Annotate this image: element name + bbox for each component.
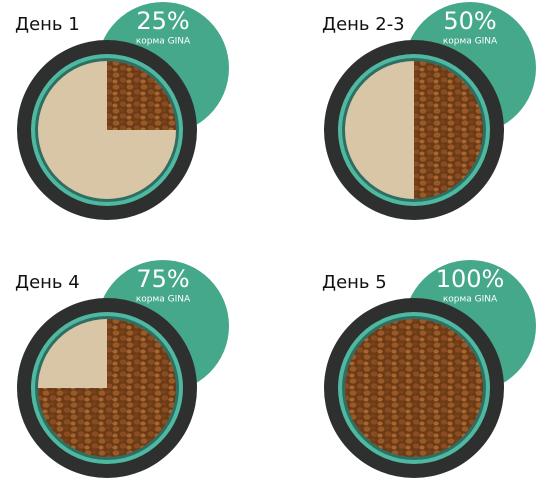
- panel: День 2-3 50% корма GINA: [322, 2, 536, 220]
- old-food: [38, 319, 107, 388]
- new-food: [38, 319, 176, 457]
- share-label: 50%: [443, 7, 496, 35]
- day-label: День 1: [15, 14, 80, 35]
- caption: корма GINA: [443, 37, 498, 47]
- caption: корма GINA: [443, 295, 498, 305]
- day-label: День 4: [15, 272, 80, 293]
- new-food: [107, 61, 176, 130]
- day-label: День 2-3: [322, 14, 405, 35]
- share-label: 25%: [136, 7, 189, 35]
- panel: День 1 25% корма GINA: [15, 2, 229, 220]
- new-food: [345, 319, 483, 457]
- caption: корма GINA: [136, 295, 191, 305]
- share-label: 100%: [436, 265, 505, 293]
- new-food: [414, 61, 483, 199]
- panel: День 5 100% корма GINA: [322, 260, 536, 478]
- caption: корма GINA: [136, 37, 191, 47]
- panel: День 4 75% корма GINA: [15, 260, 229, 478]
- day-label: День 5: [322, 272, 387, 293]
- old-food: [345, 61, 414, 199]
- share-label: 75%: [136, 265, 189, 293]
